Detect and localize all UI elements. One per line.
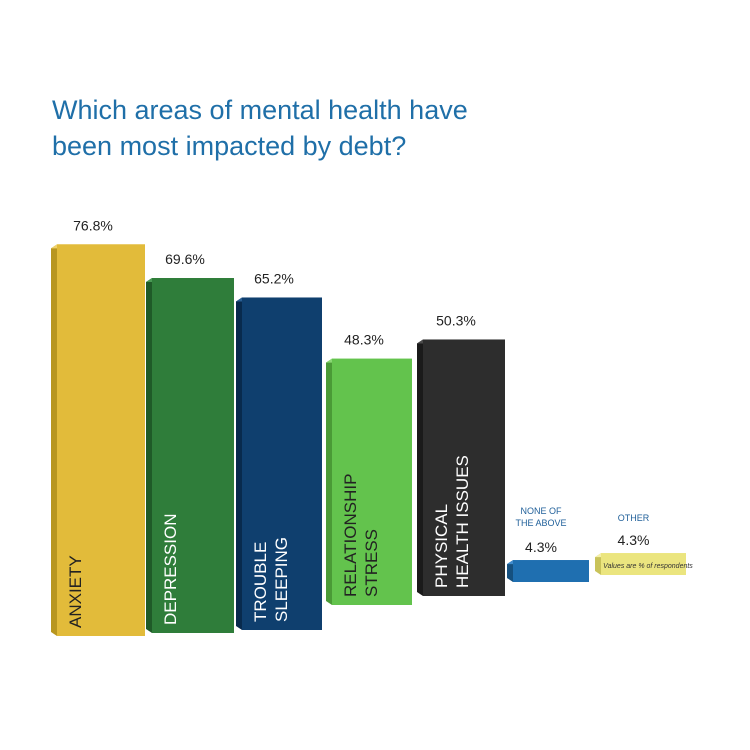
value-label: 4.3% [525, 539, 557, 555]
bar-front-face [513, 560, 589, 582]
chart-title: Which areas of mental health have been m… [52, 92, 692, 164]
value-label: 48.3% [344, 332, 384, 348]
category-label: DEPRESSION [161, 514, 180, 625]
category-label-line: NONE OF [520, 506, 562, 516]
value-label: 50.3% [436, 312, 476, 328]
value-label: 65.2% [254, 270, 294, 286]
category-label: TROUBLE SLEEPING [251, 537, 291, 622]
category-label-line: THE ABOVE [515, 518, 566, 528]
bar-side-face [51, 244, 57, 636]
bar-1 [51, 244, 145, 636]
value-label: 4.3% [618, 532, 650, 548]
chart-note: Values are % of respondents [603, 563, 693, 570]
category-label-line: RELATIONSHIP [341, 474, 360, 597]
category-label: RELATIONSHIP STRESS [341, 474, 381, 597]
bar-3 [236, 297, 322, 630]
category-label-line: STRESS [362, 529, 381, 597]
category-label-line: OTHER [618, 513, 650, 523]
bar-5 [417, 339, 505, 596]
category-label-line: DEPRESSION [161, 514, 180, 625]
category-label: OTHER [618, 513, 650, 523]
chart-title-line-2: been most impacted by debt? [52, 131, 407, 161]
bar-side-face [507, 560, 513, 582]
category-label: NONE OF THE ABOVE [515, 506, 566, 528]
bar-7 [595, 553, 686, 575]
value-label: 69.6% [165, 251, 205, 267]
category-label-line: PHYSICAL [432, 504, 451, 588]
bar-side-face [146, 278, 152, 633]
chart-title-line-1: Which areas of mental health have [52, 95, 468, 125]
category-label: ANXIETY [66, 555, 85, 628]
category-label-line: ANXIETY [66, 555, 85, 628]
category-label: PHYSICAL HEALTH ISSUES [432, 455, 472, 588]
bar-side-face [417, 339, 423, 596]
bar-front-face [242, 297, 322, 630]
bar-front-face [332, 358, 412, 605]
bar-side-face [236, 297, 242, 630]
bar-front-face [423, 339, 505, 596]
bar-4 [326, 358, 412, 605]
bar-front-face [152, 278, 234, 633]
category-label-line: HEALTH ISSUES [453, 455, 472, 588]
bar-side-face [595, 553, 601, 575]
category-label-line: TROUBLE [251, 542, 270, 622]
value-label: 76.8% [73, 217, 113, 233]
bar-6 [507, 560, 589, 582]
bar-2 [146, 278, 234, 633]
category-label-line: SLEEPING [272, 537, 291, 622]
bar-side-face [326, 358, 332, 605]
bar-front-face [57, 244, 145, 636]
bar-front-face [601, 553, 686, 575]
